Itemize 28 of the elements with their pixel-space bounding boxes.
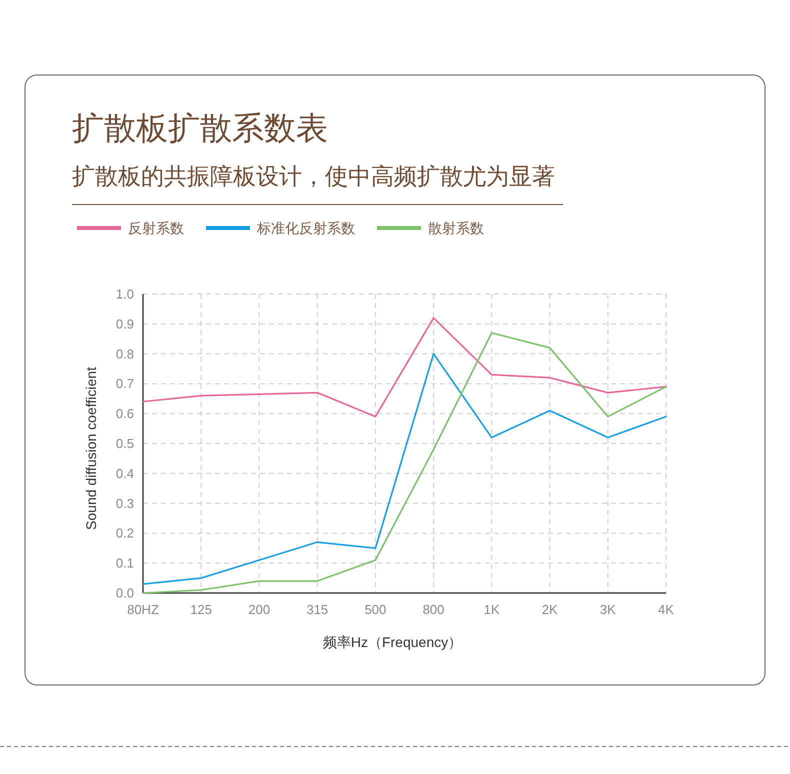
xtick: 2K: [542, 602, 558, 617]
xtick: 4K: [658, 602, 674, 617]
ytick: 0.8: [116, 346, 134, 362]
ytick: 0.4: [116, 466, 134, 481]
xtick: 200: [248, 602, 270, 617]
ytick: 0.2: [116, 526, 134, 541]
xtick: 3K: [600, 602, 616, 617]
ytick: 0.6: [116, 406, 134, 422]
subtitle: 扩散板的共振障板设计，使中高频扩散尤为显著: [72, 163, 555, 189]
legend-label: 散射系数: [428, 220, 484, 236]
ylabel: Sound diffusion coefficient: [83, 367, 99, 530]
ytick: 0.0: [116, 586, 134, 600]
title: 扩散板扩散系数表: [72, 110, 328, 146]
xtick: 1K: [484, 602, 500, 617]
xtick: 315: [306, 602, 328, 617]
ytick: 0.3: [116, 496, 134, 511]
ytick: 0.9: [116, 316, 134, 332]
xlabel: 频率Hz（Frequency）: [322, 634, 462, 650]
ytick: 0.7: [116, 376, 134, 392]
xtick: 800: [422, 602, 444, 617]
ytick: 0.1: [116, 556, 134, 571]
xtick: 125: [190, 602, 212, 617]
ytick: 0.5: [116, 436, 134, 451]
legend-label: 标准化反射系数: [256, 220, 355, 236]
legend-label: 反射系数: [128, 220, 184, 236]
xtick: 80HZ: [127, 602, 159, 617]
xtick: 500: [364, 602, 386, 617]
ytick: 1.0: [116, 286, 134, 302]
